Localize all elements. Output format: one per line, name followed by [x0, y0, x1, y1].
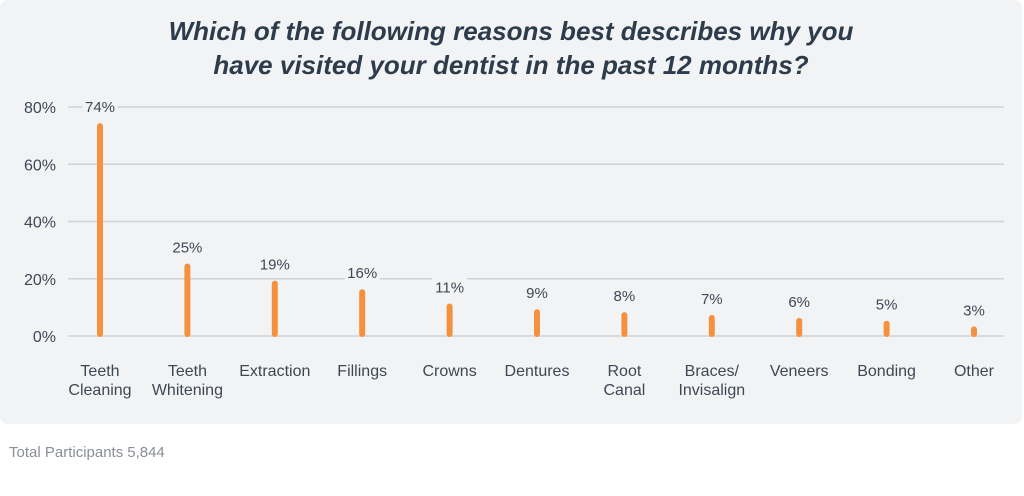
- data-label-background: [82, 97, 118, 118]
- x-tick-label: Bonding: [857, 363, 916, 380]
- y-tick-label: 20%: [24, 272, 56, 289]
- x-tick-label: Root: [608, 363, 642, 380]
- data-label: 19%: [260, 257, 290, 274]
- x-tick-label: Crowns: [422, 363, 476, 380]
- chart-title: Which of the following reasons best desc…: [0, 14, 1022, 82]
- y-tick-label: 60%: [24, 157, 56, 174]
- data-label-background: [257, 254, 293, 275]
- data-label-background: [786, 291, 813, 312]
- participants-footer: Total Participants 5,844: [9, 444, 169, 461]
- data-label: 11%: [435, 280, 464, 297]
- data-label: 8%: [614, 288, 636, 305]
- participants-count: 5,844: [127, 444, 165, 461]
- x-tick-label: Whitening: [152, 382, 223, 399]
- data-label-background: [524, 283, 550, 304]
- data-label: 16%: [347, 265, 377, 282]
- data-label-background: [169, 237, 205, 258]
- data-label: 25%: [172, 239, 202, 256]
- data-label-background: [698, 288, 725, 309]
- data-label: 7%: [701, 291, 723, 308]
- data-label: 5%: [876, 297, 898, 314]
- bar-chart: 0% 20% 40% 60% 80% 74% Teeth Cleaning 25% Teeth Wh…: [24, 97, 1004, 399]
- chart-title-line-1: Which of the following reasons best desc…: [168, 16, 854, 46]
- chart-panel: [0, 0, 1022, 424]
- x-tick-label: Cleaning: [68, 382, 131, 399]
- data-label-background: [611, 286, 638, 307]
- x-tick-label: Veneers: [770, 363, 829, 380]
- data-label-background: [432, 277, 468, 298]
- x-tick-label: Dentures: [505, 363, 570, 380]
- y-tick-label: 0%: [33, 329, 56, 346]
- y-tick-label: 80%: [24, 100, 56, 117]
- data-label-background: [873, 294, 900, 315]
- data-label: 6%: [788, 294, 810, 311]
- data-label-background: [961, 300, 987, 321]
- data-label: 3%: [963, 302, 985, 319]
- x-tick-label: Invisalign: [678, 382, 745, 399]
- data-label: 9%: [526, 285, 548, 302]
- x-tick-label: Fillings: [337, 363, 387, 380]
- data-label: 74%: [85, 99, 115, 116]
- x-tick-label: Other: [954, 363, 995, 380]
- x-tick-label: Teeth: [80, 363, 119, 380]
- x-tick-label: Teeth: [168, 363, 207, 380]
- x-tick-label: Canal: [603, 382, 645, 399]
- participants-label: Total Participants: [9, 444, 124, 461]
- x-tick-label: Braces/: [685, 363, 740, 380]
- chart-title-line-2: have visited your dentist in the past 12…: [213, 50, 809, 80]
- data-label-background: [344, 263, 380, 284]
- x-tick-label: Extraction: [239, 363, 310, 380]
- y-tick-label: 40%: [24, 215, 56, 232]
